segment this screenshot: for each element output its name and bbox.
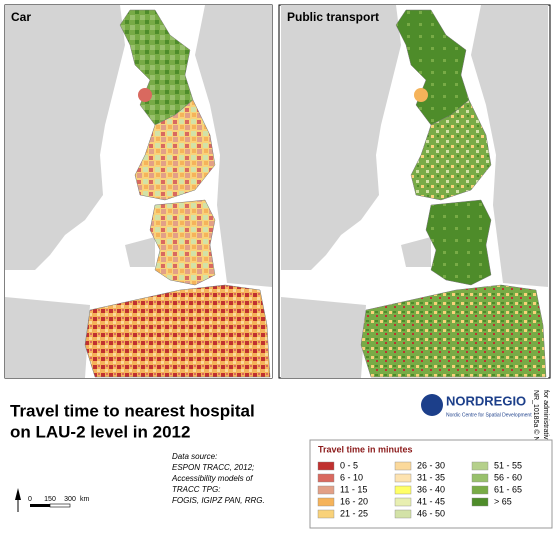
logo-name: NORDREGIO <box>446 393 526 408</box>
source-line: Accessibility models of <box>171 474 253 483</box>
legend-label: 41 - 45 <box>417 496 445 506</box>
panel-label: Public transport <box>287 10 379 24</box>
legend-box <box>309 439 553 529</box>
legend-swatch <box>394 461 412 471</box>
legend-swatch <box>317 485 335 495</box>
scale-bar <box>30 504 50 507</box>
legend-swatch <box>471 473 489 483</box>
legend-swatch <box>394 509 412 519</box>
map-public-transport: Public transport <box>281 5 548 378</box>
map-car: Car <box>5 5 272 378</box>
legend-label: 26 - 30 <box>417 460 445 470</box>
panel-label: Car <box>11 10 31 24</box>
legend-swatch <box>317 461 335 471</box>
legend-label: 61 - 65 <box>494 484 522 494</box>
legend-swatch <box>394 485 412 495</box>
legend-swatch <box>471 497 489 507</box>
legend-label: 16 - 20 <box>340 496 368 506</box>
title-line: Travel time to nearest hospital <box>10 401 255 420</box>
scale-label: 0 <box>28 496 32 503</box>
legend-swatch <box>394 497 412 507</box>
logo-mark <box>421 394 443 416</box>
legend-label: 11 - 15 <box>340 484 367 494</box>
legend-swatch <box>317 473 335 483</box>
legend: 0 - 5 6 - 10 11 - 15 16 - 20 21 - 25 26 - 30 3… <box>317 460 522 519</box>
scale-label: 150 <box>44 496 56 503</box>
legend-swatch <box>317 497 335 507</box>
source-line: TRACC TPG: <box>172 485 220 494</box>
scale-label: km <box>80 496 90 503</box>
source-line: Data source: <box>172 452 217 461</box>
data-source: Data source: ESPON TRACC, 2012; Accessibil… <box>171 452 265 505</box>
legend-label: 21 - 25 <box>340 508 368 518</box>
legend-swatch <box>471 485 489 495</box>
legend-label: 46 - 50 <box>417 508 445 518</box>
legend-swatch <box>471 461 489 471</box>
scale-label: 300 <box>64 496 76 503</box>
scale-labels: 0 150 300 km <box>28 496 89 503</box>
legend-label: 0 - 5 <box>340 460 358 470</box>
credit-line: for administrative boundaries <box>542 390 549 480</box>
north-arrow <box>15 488 21 500</box>
legend-swatch <box>317 509 335 519</box>
source-line: FOGIS, IGIPZ PAN, RRG. <box>172 496 265 505</box>
legend-label: 31 - 35 <box>417 472 445 482</box>
legend-label: 6 - 10 <box>340 472 363 482</box>
scale-bar <box>49 503 71 508</box>
legend-label: > 65 <box>494 496 512 506</box>
title-line: on LAU-2 level in 2012 <box>10 422 190 441</box>
legend-title: Travel time in minutes <box>318 444 413 454</box>
legend-label: 56 - 60 <box>494 472 522 482</box>
legend-label: 36 - 40 <box>417 484 445 494</box>
legend-swatch <box>394 473 412 483</box>
logo-tagline: Nordic Centre for Spatial Development <box>446 412 532 418</box>
source-line: ESPON TRACC, 2012; <box>172 463 254 472</box>
legend-label: 51 - 55 <box>494 460 522 470</box>
